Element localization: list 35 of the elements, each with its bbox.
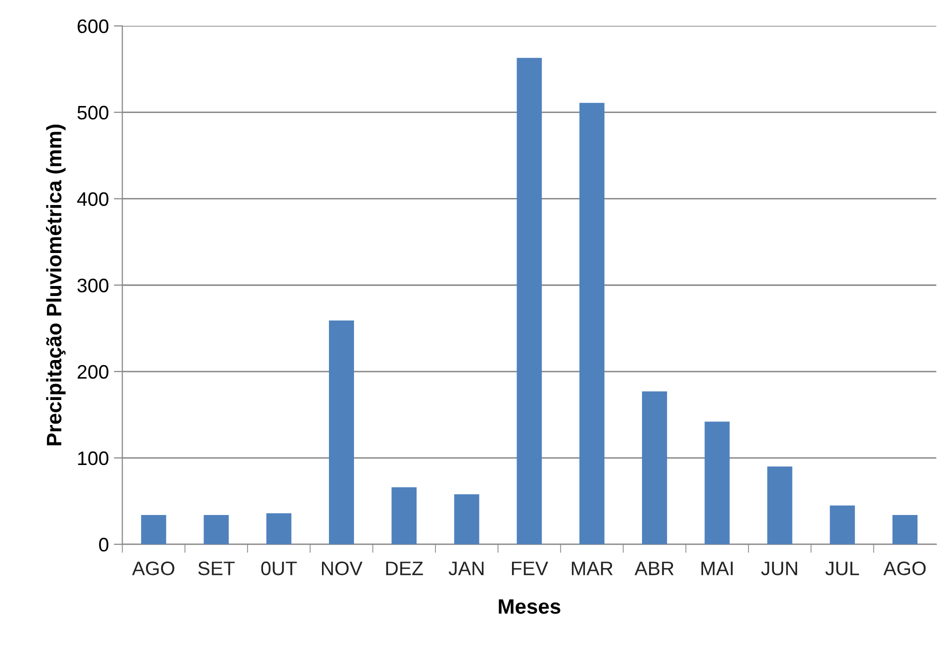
bar — [767, 466, 792, 544]
x-tick-label: JUL — [825, 562, 860, 576]
x-tick-label: AGO — [883, 562, 926, 576]
x-tick-label: ABR — [634, 562, 674, 576]
y-tick-label: 0 — [99, 538, 108, 552]
y-tick-label: 200 — [78, 364, 108, 379]
y-tick-label: 400 — [77, 192, 108, 206]
bar — [328, 320, 354, 544]
y-tick-label: 500 — [77, 106, 108, 120]
x-tick-label: JUN — [761, 562, 798, 576]
x-tick-label: SET — [198, 562, 235, 576]
bar — [830, 505, 855, 544]
x-axis-title: Meses — [498, 599, 560, 614]
bar — [892, 514, 918, 544]
bar — [579, 102, 604, 544]
y-tick-label: 600 — [78, 19, 108, 34]
x-tick-label: JAN — [448, 562, 484, 576]
x-tick-label: NOV — [322, 562, 362, 576]
x-tick-label: DEZ — [386, 562, 423, 576]
y-axis-title: Precipitação Pluviométrica (mm) — [46, 124, 66, 446]
x-tick-label: MAI — [701, 562, 733, 576]
y-tick-label: 100 — [78, 451, 108, 466]
bar — [392, 487, 417, 544]
bar — [454, 494, 480, 544]
x-tick-label: FEV — [512, 562, 548, 576]
y-tick-label: 300 — [77, 278, 108, 292]
bar — [266, 513, 292, 544]
bar — [516, 58, 542, 544]
x-tick-label: 0UT — [261, 562, 297, 576]
bar — [204, 514, 229, 544]
bar — [141, 514, 166, 544]
x-tick-label: MAR — [572, 562, 613, 576]
x-tick-label: AGO — [132, 562, 174, 576]
bar — [704, 422, 730, 544]
bar — [642, 391, 668, 544]
